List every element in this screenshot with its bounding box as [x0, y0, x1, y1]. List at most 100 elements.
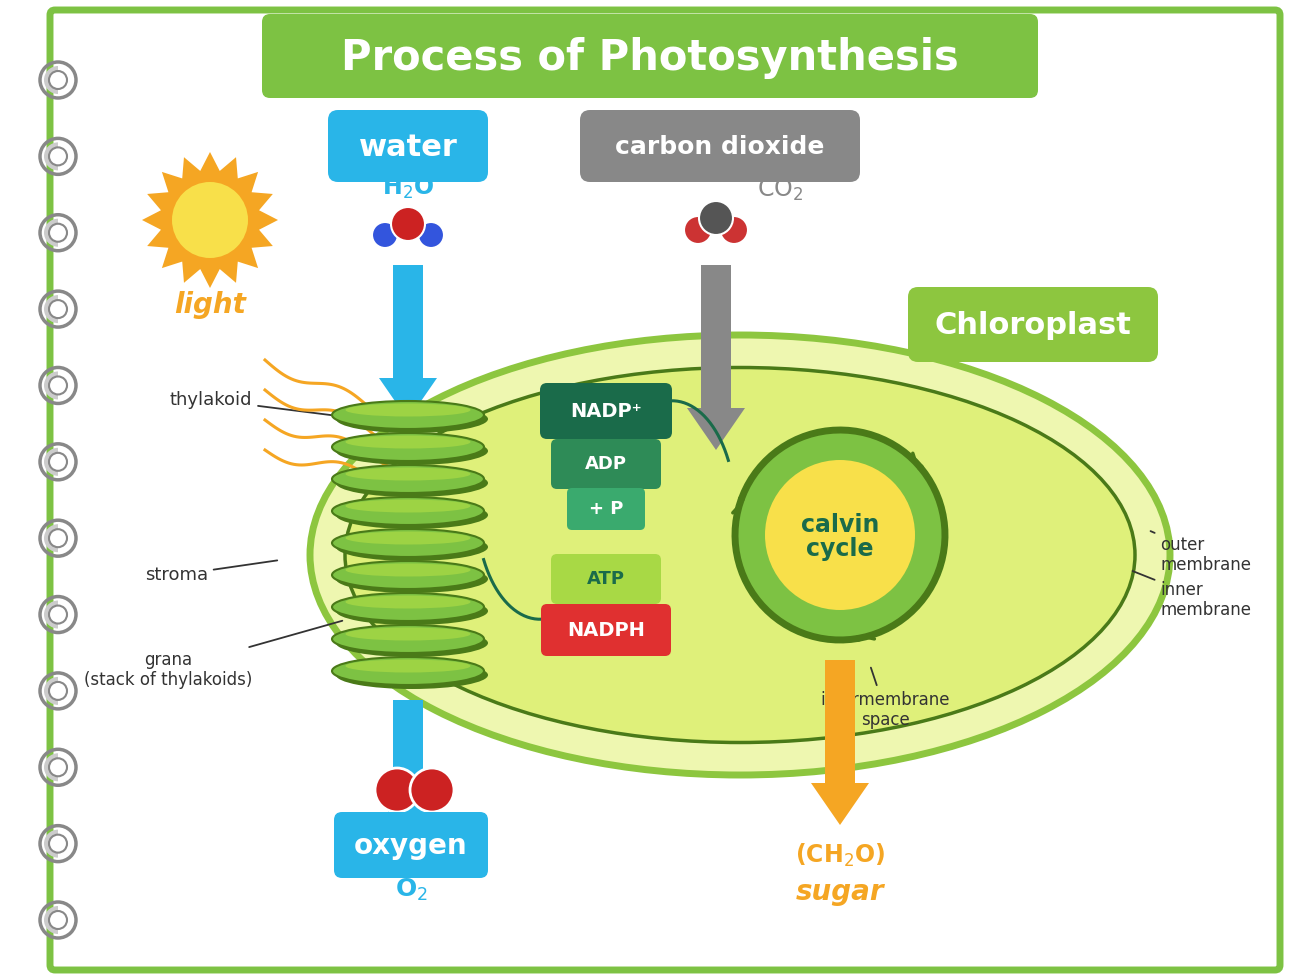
Circle shape: [49, 759, 67, 776]
Ellipse shape: [346, 467, 470, 480]
Text: NADP⁺: NADP⁺: [570, 402, 642, 420]
Ellipse shape: [346, 660, 470, 672]
Wedge shape: [44, 601, 58, 628]
Wedge shape: [44, 830, 58, 858]
Ellipse shape: [335, 661, 488, 689]
FancyArrow shape: [688, 265, 745, 450]
Circle shape: [418, 222, 444, 248]
Ellipse shape: [346, 435, 470, 449]
Text: water: water: [359, 132, 457, 162]
Circle shape: [376, 768, 420, 812]
Circle shape: [172, 182, 249, 258]
Wedge shape: [44, 295, 58, 323]
Circle shape: [684, 216, 712, 244]
Ellipse shape: [310, 335, 1169, 775]
Ellipse shape: [346, 596, 470, 609]
Circle shape: [49, 453, 67, 470]
Ellipse shape: [332, 561, 484, 589]
Wedge shape: [44, 906, 58, 934]
Text: Process of Photosynthesis: Process of Photosynthesis: [341, 37, 958, 79]
Text: + P: + P: [589, 500, 623, 518]
Circle shape: [49, 71, 67, 89]
Text: light: light: [174, 291, 246, 319]
Text: outer
membrane: outer membrane: [1150, 531, 1251, 574]
FancyBboxPatch shape: [567, 488, 645, 530]
Text: stroma: stroma: [145, 561, 277, 584]
FancyBboxPatch shape: [540, 383, 672, 439]
Ellipse shape: [335, 501, 488, 529]
Ellipse shape: [346, 564, 470, 576]
Ellipse shape: [332, 465, 484, 493]
Circle shape: [49, 911, 67, 929]
Circle shape: [49, 606, 67, 623]
Text: (CH$_2$O): (CH$_2$O): [795, 842, 884, 868]
Circle shape: [411, 768, 455, 812]
Wedge shape: [44, 524, 58, 552]
Text: grana
(stack of thylakoids): grana (stack of thylakoids): [84, 620, 342, 689]
Circle shape: [49, 300, 67, 318]
FancyBboxPatch shape: [580, 110, 860, 182]
Circle shape: [699, 201, 733, 235]
Wedge shape: [44, 371, 58, 400]
Ellipse shape: [346, 627, 470, 641]
Text: O$_2$: O$_2$: [395, 877, 427, 904]
Circle shape: [49, 529, 67, 547]
Ellipse shape: [335, 629, 488, 657]
Text: ATP: ATP: [587, 570, 625, 588]
Circle shape: [49, 223, 67, 242]
Ellipse shape: [335, 597, 488, 625]
Text: oxygen: oxygen: [355, 832, 467, 860]
Ellipse shape: [335, 405, 488, 433]
Ellipse shape: [335, 533, 488, 561]
FancyBboxPatch shape: [550, 554, 660, 604]
Ellipse shape: [346, 531, 470, 545]
Text: Chloroplast: Chloroplast: [935, 311, 1132, 339]
Ellipse shape: [332, 497, 484, 525]
Wedge shape: [44, 448, 58, 476]
Text: calvin: calvin: [800, 513, 879, 537]
Circle shape: [49, 376, 67, 395]
FancyArrow shape: [811, 660, 869, 825]
Ellipse shape: [332, 433, 484, 461]
FancyBboxPatch shape: [908, 287, 1158, 362]
Ellipse shape: [332, 401, 484, 429]
Circle shape: [736, 430, 945, 640]
Circle shape: [372, 222, 398, 248]
Circle shape: [49, 835, 67, 853]
Wedge shape: [44, 219, 58, 247]
Ellipse shape: [335, 469, 488, 497]
Wedge shape: [44, 677, 58, 705]
FancyBboxPatch shape: [262, 14, 1039, 98]
FancyBboxPatch shape: [550, 439, 660, 489]
Text: cycle: cycle: [807, 537, 874, 561]
Text: thylakoid: thylakoid: [170, 391, 368, 419]
FancyBboxPatch shape: [541, 604, 671, 656]
Ellipse shape: [346, 404, 470, 416]
Ellipse shape: [332, 593, 484, 621]
Text: H$_2$O: H$_2$O: [382, 174, 434, 201]
Ellipse shape: [335, 565, 488, 593]
FancyArrow shape: [379, 265, 436, 420]
Ellipse shape: [335, 437, 488, 465]
Text: carbon dioxide: carbon dioxide: [615, 135, 825, 159]
Ellipse shape: [332, 529, 484, 557]
Text: intermembrane
space: intermembrane space: [820, 667, 949, 729]
Text: CO$_2$: CO$_2$: [756, 177, 803, 203]
Polygon shape: [142, 152, 278, 288]
Text: ADP: ADP: [585, 455, 627, 473]
Circle shape: [49, 682, 67, 700]
Text: inner
membrane: inner membrane: [1133, 571, 1251, 619]
Circle shape: [391, 207, 425, 241]
Ellipse shape: [344, 368, 1134, 743]
Ellipse shape: [346, 500, 470, 513]
Text: sugar: sugar: [795, 878, 884, 906]
Text: NADPH: NADPH: [567, 620, 645, 640]
FancyBboxPatch shape: [334, 812, 488, 878]
Circle shape: [765, 460, 916, 610]
Wedge shape: [44, 754, 58, 781]
Circle shape: [720, 216, 749, 244]
Circle shape: [49, 147, 67, 166]
Ellipse shape: [332, 657, 484, 685]
Wedge shape: [44, 142, 58, 171]
Wedge shape: [44, 66, 58, 94]
